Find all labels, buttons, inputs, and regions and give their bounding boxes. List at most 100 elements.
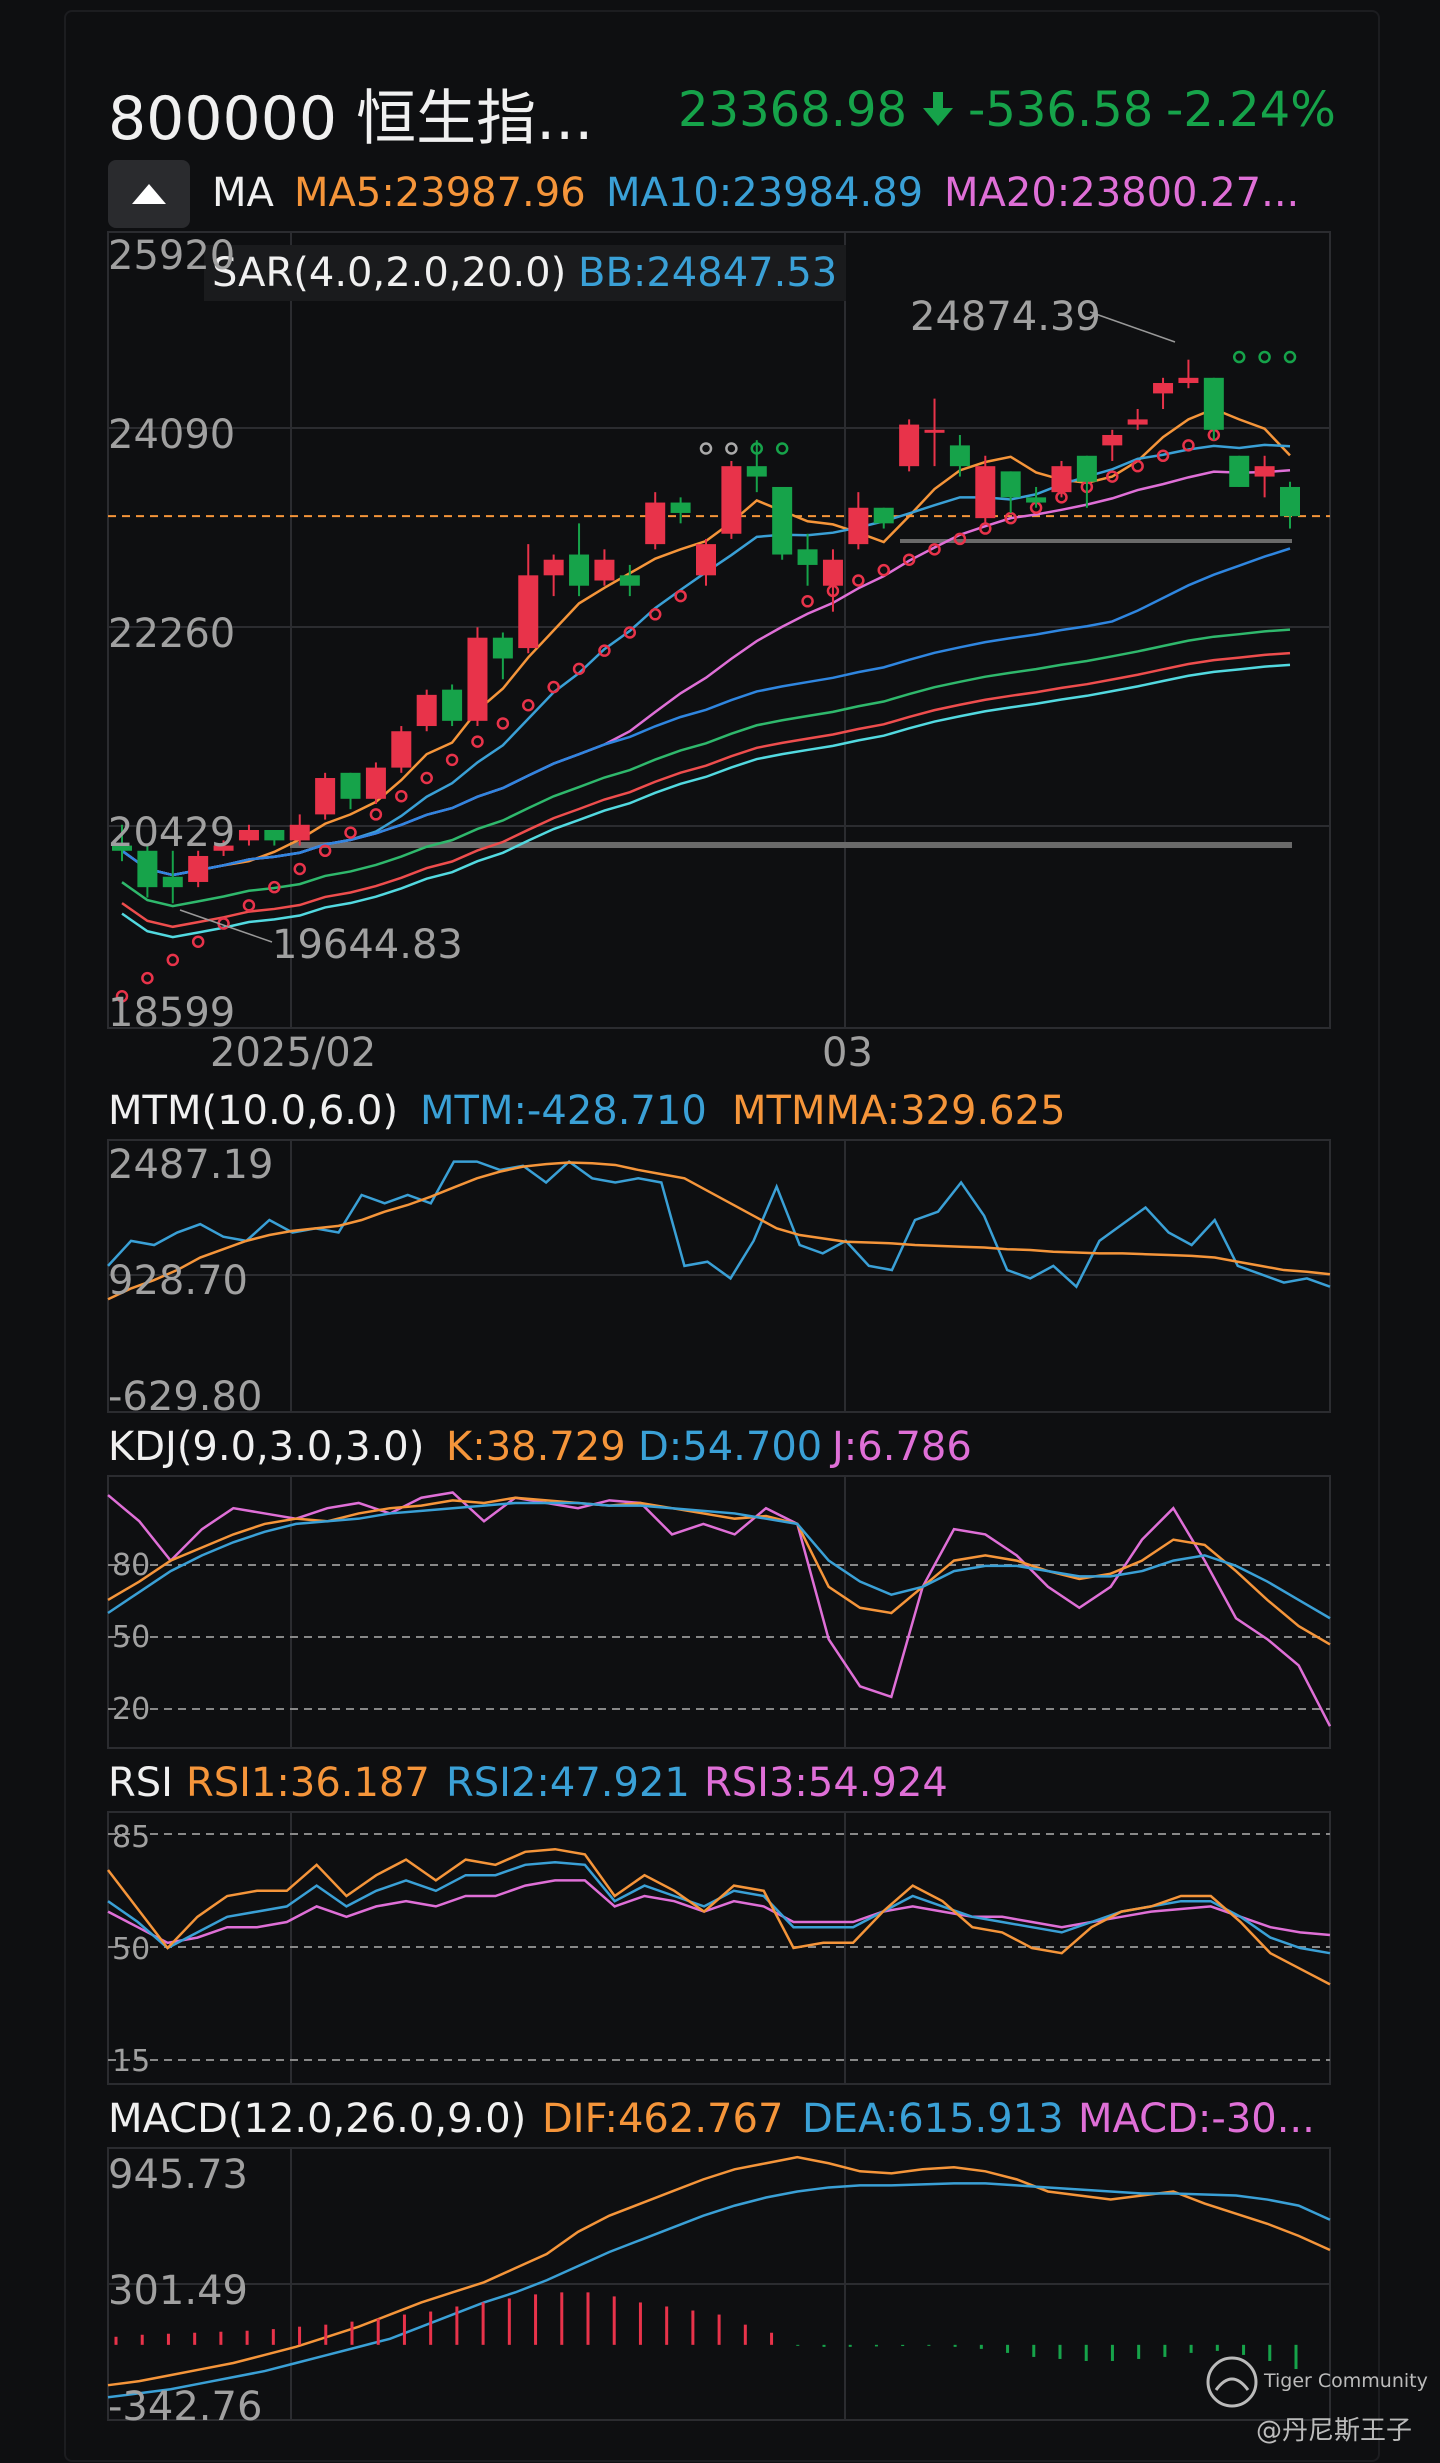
kdj-j-value: J:6.786: [832, 1424, 972, 1470]
kdj-d-value: D:54.700: [638, 1424, 823, 1470]
sar-dot: [648, 608, 662, 621]
macd-dea-value: DEA:615.913: [802, 2096, 1064, 2142]
candle-body: [162, 876, 183, 888]
watermark-user: @丹尼斯王子: [1256, 2416, 1413, 2446]
sar-dot: [1258, 350, 1271, 364]
sar-legend-box: [204, 245, 846, 301]
kdj-k-value: K:38.729: [446, 1424, 626, 1470]
candle-body: [315, 778, 336, 815]
macd-dif-value: DIF:462.767: [542, 2096, 784, 2142]
candle-body: [924, 429, 945, 433]
price-change-pct: -2.24%: [1166, 82, 1336, 138]
candle-body: [746, 466, 767, 477]
candle-body: [1153, 383, 1174, 394]
sar-dot: [572, 662, 586, 676]
sar-dot: [268, 880, 281, 894]
rsi1-line: [107, 1847, 1331, 1986]
mtm-title: MTM(10.0,6.0): [108, 1088, 399, 1134]
candle-body: [1000, 471, 1021, 498]
sar-dot: [191, 935, 205, 948]
bb-value: BB:24847.53: [578, 250, 838, 296]
sar-dot: [852, 574, 865, 587]
candle-body: [949, 445, 970, 467]
price-tick: 20429: [108, 810, 236, 856]
candle-body: [1051, 466, 1072, 493]
sar-dot: [801, 595, 814, 608]
candle-body: [1280, 486, 1300, 517]
candle-body: [873, 507, 894, 524]
sar-dot: [775, 442, 789, 455]
high-annotation: 24874.39: [910, 294, 1101, 340]
kdj-tick: 20: [112, 1692, 151, 1727]
ma5-line: [121, 407, 1291, 877]
watermark-brand: Tiger Community: [1264, 2370, 1428, 2392]
sar-dot: [1232, 350, 1246, 364]
ma10-value: MA10:23984.89: [606, 170, 924, 216]
sar-label: SAR(4.0,2.0,20.0): [212, 250, 567, 296]
price-tick: 18599: [108, 990, 236, 1036]
price-change: -536.58: [968, 82, 1154, 138]
sar-dot: [1131, 459, 1144, 473]
ma-long-line: [121, 651, 1291, 929]
rsi3-value: RSI3:54.924: [704, 1760, 948, 1806]
sar-dot: [242, 899, 256, 912]
macd-tick: -342.76: [108, 2384, 263, 2430]
candle-body: [340, 772, 361, 799]
macd-tick: 945.73: [108, 2152, 248, 2198]
candle-body: [594, 559, 615, 581]
mtm-value: MTM:-428.710: [420, 1088, 707, 1134]
mtm-tick: 2487.19: [108, 1142, 274, 1188]
ma-long-line: [121, 547, 1291, 877]
mtmma-value: MTMMA:329.625: [732, 1088, 1066, 1134]
macd-macd-value: MACD:-30...: [1078, 2096, 1315, 2142]
kdj-k-line: [107, 1496, 1331, 1646]
candle-body: [619, 575, 640, 586]
kdj-d-line: [107, 1501, 1331, 1620]
rsi-title: RSI: [108, 1760, 173, 1806]
candle-body: [238, 829, 259, 841]
sar-dot: [166, 953, 180, 967]
candle-body: [1229, 455, 1250, 487]
candle-body: [112, 845, 132, 851]
sar-dot: [953, 532, 967, 546]
ma10-line: [121, 443, 1291, 877]
sar-dot: [293, 862, 306, 876]
ma-label: MA: [212, 170, 274, 216]
sar-dot: [395, 789, 408, 803]
sar-dot: [979, 522, 992, 535]
price-tick: 25920: [108, 233, 236, 279]
price-value: 23368.98: [678, 82, 908, 138]
candle-body: [492, 637, 513, 659]
macd-dif-line: [107, 2155, 1331, 2387]
sar-dot: [699, 442, 713, 455]
sar-dot: [1004, 511, 1017, 525]
candle-body: [543, 559, 564, 576]
price-tick: 22260: [108, 611, 236, 657]
sar-dot: [928, 543, 941, 556]
macd-tick: 301.49: [108, 2268, 248, 2314]
sar-dot: [877, 563, 890, 577]
candle-body: [365, 767, 386, 799]
price-tick: 24090: [108, 412, 236, 458]
high-leader: [1089, 311, 1176, 343]
candle-body: [518, 575, 539, 649]
kdj-tick: 50: [112, 1620, 151, 1655]
sar-dot: [115, 990, 129, 1003]
candle-body: [1203, 377, 1224, 430]
chevron-up-icon[interactable]: [108, 160, 190, 228]
sar-dot: [420, 771, 433, 785]
mtmma-line: [107, 1161, 1331, 1301]
kdj-tick: 80: [112, 1548, 151, 1583]
candle-body: [391, 731, 412, 768]
macd-dea-line: [107, 2182, 1331, 2399]
sar-dot: [344, 826, 357, 839]
candle-body: [721, 466, 742, 534]
macd-title: MACD(12.0,26.0,9.0): [108, 2096, 527, 2142]
candle-body: [1127, 419, 1148, 425]
sar-dot: [1106, 470, 1119, 483]
candle-body: [696, 544, 716, 576]
sar-dot: [318, 844, 332, 858]
sar-dot: [369, 808, 383, 821]
low-annotation: 19644.83: [272, 922, 463, 968]
